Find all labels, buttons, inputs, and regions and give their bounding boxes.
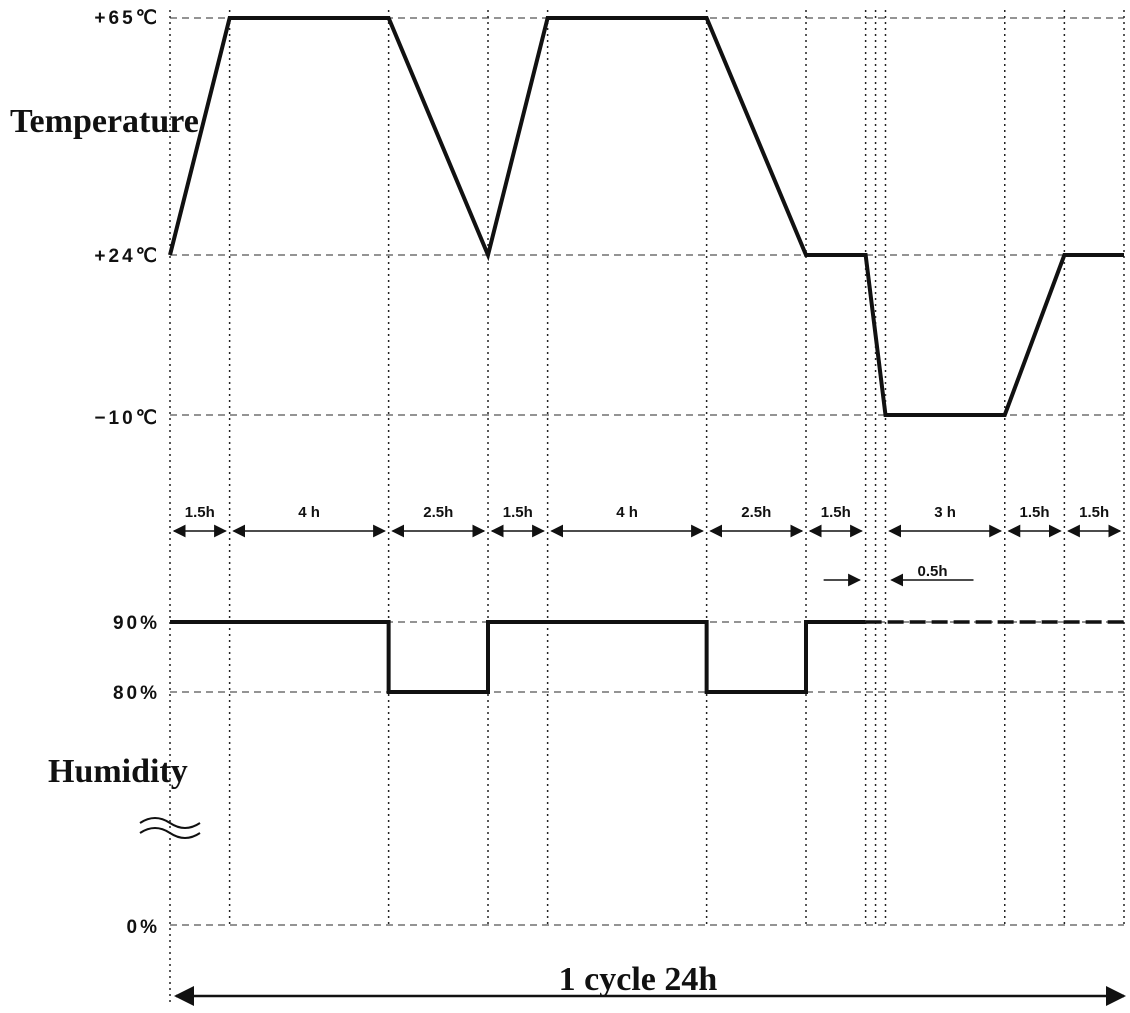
duration-label: 1.5h [185,504,215,521]
duration-label: 4 h [616,504,638,521]
transition-label: 0.5h [918,563,948,580]
humidity-label: Humidity [48,753,188,790]
duration-label: 1.5h [1079,504,1109,521]
humidity-low-label: 80% [113,683,160,704]
humidity-zero-label: 0% [127,917,160,938]
duration-label: 1.5h [1020,504,1050,521]
series-layer [168,16,1124,694]
duration-label: 1.5h [821,504,851,521]
temperature-label: Temperature [10,103,199,140]
duration-label: 4 h [298,504,320,521]
humidity-series-line [170,620,866,694]
humidity-high-label: 90% [113,613,160,634]
temp-mid-label: +24℃ [94,246,160,267]
temperature-series-line [168,16,1124,417]
cycle-label: 1 cycle 24h [559,961,718,998]
duration-label: 3 h [934,504,956,521]
duration-label: 2.5h [741,504,771,521]
duration-label: 2.5h [423,504,453,521]
duration-layer: 1.5h 4 h 2.5h 1.5h 4 h 2.5h 1.5h 3 h 1.5h 1.5h 0.5… [172,504,1122,587]
axis-break-icon [139,817,201,839]
temp-min-label: −10℃ [94,408,160,429]
temp-max-label: +65℃ [94,8,160,29]
duration-label: 1.5h [503,504,533,521]
